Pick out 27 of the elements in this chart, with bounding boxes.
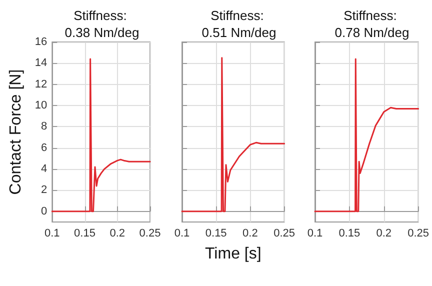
y-tick-label: 6 bbox=[41, 142, 48, 154]
x-tick-label: 0.2 bbox=[242, 228, 258, 240]
x-tick-label: 0.1 bbox=[44, 228, 60, 240]
x-tick-label: 0.15 bbox=[74, 228, 96, 240]
x-tick-label: 0.25 bbox=[408, 228, 430, 240]
x-tick-label: 0.25 bbox=[274, 228, 296, 240]
y-tick-label: 4 bbox=[41, 163, 48, 176]
x-tick-label: 0.2 bbox=[110, 228, 126, 240]
chart-title: Stiffness: 0.78 Nm/deg bbox=[334, 8, 410, 40]
y-tick-label: 2 bbox=[41, 184, 48, 196]
y-tick-label: 12 bbox=[34, 78, 48, 90]
y-axis-title: Contact Force [N] bbox=[8, 69, 24, 195]
x-tick-label: 0.2 bbox=[376, 228, 392, 240]
chart-title: Stiffness: 0.51 Nm/deg bbox=[202, 8, 276, 40]
y-tick-label: 8 bbox=[41, 120, 48, 133]
line-series bbox=[51, 58, 151, 212]
y-tick-label: 16 bbox=[34, 36, 48, 48]
chart-title: Stiffness: 0.38 Nm/deg bbox=[64, 8, 140, 40]
x-tick-label: 0.15 bbox=[338, 228, 360, 240]
x-tick-label: 0.1 bbox=[307, 228, 323, 240]
y-tick-label: 0 bbox=[41, 205, 48, 218]
x-axis-title: Time [s] bbox=[205, 246, 262, 262]
y-tick-label: 14 bbox=[34, 57, 48, 70]
x-tick-label: 0.25 bbox=[139, 228, 161, 240]
y-tick-label: 10 bbox=[34, 100, 48, 112]
x-tick-label: 0.15 bbox=[205, 228, 227, 240]
x-tick-label: 0.1 bbox=[174, 228, 190, 240]
